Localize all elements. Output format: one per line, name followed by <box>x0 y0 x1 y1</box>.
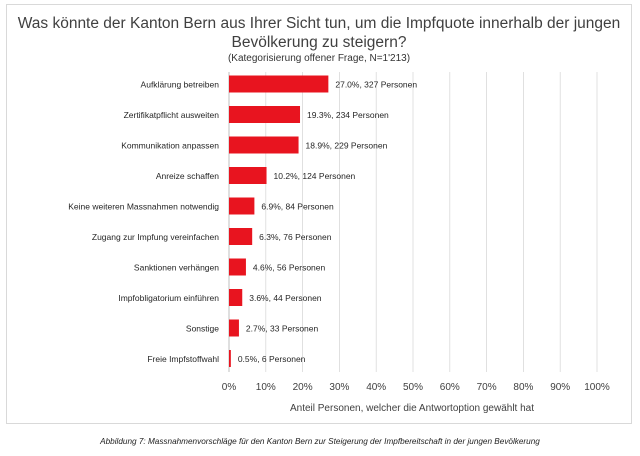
figure-caption: Abbildung 7: Massnahmenvorschläge für de… <box>100 437 540 446</box>
bar <box>229 319 239 337</box>
bar <box>229 289 243 306</box>
x-tick-label: 10% <box>256 382 276 393</box>
chart-title: Was könnte der Kanton Bern aus Ihrer Sic… <box>17 15 621 51</box>
bar <box>229 258 246 276</box>
bar <box>229 197 255 215</box>
category-label: Zertifikatpflicht ausweiten <box>124 110 220 120</box>
data-label: 27.0%, 327 Personen <box>335 80 417 90</box>
chart-frame <box>6 4 632 424</box>
bar <box>229 106 301 123</box>
data-label: 2.7%, 33 Personen <box>246 324 319 334</box>
data-label: 19.3%, 234 Personen <box>307 110 389 120</box>
data-label: 0.5%, 6 Personen <box>238 354 306 364</box>
category-label: Zugang zur Impfung vereinfachen <box>92 232 219 242</box>
bar <box>229 350 231 367</box>
bar <box>229 228 253 245</box>
x-axis-title: Anteil Personen, welcher die Antwortopti… <box>290 403 534 414</box>
category-label: Sanktionen verhängen <box>134 263 219 273</box>
x-tick-label: 30% <box>329 382 349 393</box>
data-label: 4.6%, 56 Personen <box>253 263 326 273</box>
x-tick-label: 70% <box>477 382 497 393</box>
bar <box>229 75 329 93</box>
category-label: Freie Impfstoffwahl <box>147 354 219 364</box>
data-label: 6.9%, 84 Personen <box>261 202 334 212</box>
data-label: 18.9%, 229 Personen <box>306 141 388 151</box>
category-label: Keine weiteren Massnahmen notwendig <box>68 202 219 212</box>
category-label: Aufklärung betreiben <box>141 80 220 90</box>
x-tick-label: 20% <box>293 382 313 393</box>
category-label: Anreize schaffen <box>156 171 219 181</box>
category-label: Impfobligatorium einführen <box>118 293 219 303</box>
x-tick-label: 100% <box>584 382 610 393</box>
chart-subtitle: (Kategorisierung offener Frage, N=1'213) <box>227 53 411 64</box>
x-tick-label: 60% <box>440 382 460 393</box>
data-label: 6.3%, 76 Personen <box>259 232 332 242</box>
category-label: Kommunikation anpassen <box>121 141 219 151</box>
bar-chart: 0% 10% 20% 30% 40% 50% 60% 70% 80% 90% 100% Aufklär… <box>68 72 610 414</box>
x-tick-label: 40% <box>366 382 386 393</box>
bar <box>229 167 267 184</box>
x-tick-label: 90% <box>550 382 570 393</box>
x-tick-label: 50% <box>403 382 423 393</box>
category-label: Sonstige <box>186 324 219 334</box>
x-tick-label: 80% <box>513 382 533 393</box>
x-tick-label: 0% <box>222 382 237 393</box>
bar <box>229 136 299 154</box>
data-label: 3.6%, 44 Personen <box>249 293 322 303</box>
data-label: 10.2%, 124 Personen <box>274 171 356 181</box>
